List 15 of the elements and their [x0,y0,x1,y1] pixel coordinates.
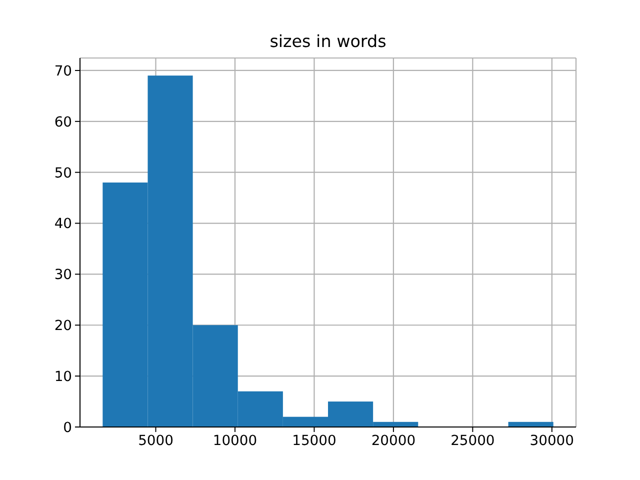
y-tick-label: 30 [54,267,72,284]
x-tick-label: 30000 [530,432,574,449]
x-tick-label: 25000 [450,432,495,449]
x-tick-label: 10000 [212,432,258,449]
x-tick-label: 20000 [371,432,416,449]
x-tick-label: 15000 [292,432,336,449]
y-tick-label: 40 [54,216,72,232]
y-tick-label: 70 [54,63,72,80]
y-tick-label: 10 [54,369,72,386]
y-tick-label: 0 [63,420,72,436]
y-tick-label: 60 [54,114,72,130]
chart-title: sizes in words [268,31,388,51]
y-tick-label: 50 [54,165,72,182]
x-tick-label: 5000 [138,432,174,449]
y-tick-label: 20 [54,318,72,334]
